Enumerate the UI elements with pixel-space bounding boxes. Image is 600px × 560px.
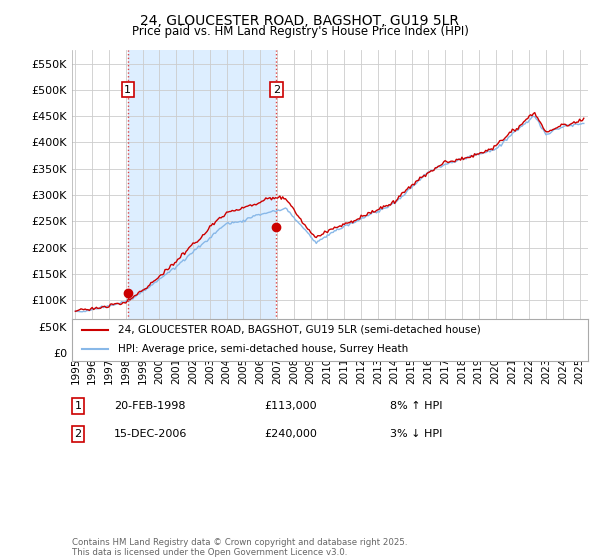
Text: £240,000: £240,000 [264, 429, 317, 439]
Text: 2: 2 [273, 85, 280, 95]
Text: 1: 1 [74, 401, 82, 411]
Text: 8% ↑ HPI: 8% ↑ HPI [390, 401, 443, 411]
Text: Contains HM Land Registry data © Crown copyright and database right 2025.
This d: Contains HM Land Registry data © Crown c… [72, 538, 407, 557]
Bar [128, 50, 277, 353]
Text: HPI: Average price, semi-detached house, Surrey Heath: HPI: Average price, semi-detached house,… [118, 344, 409, 353]
Text: £113,000: £113,000 [264, 401, 317, 411]
Text: 20-FEB-1998: 20-FEB-1998 [114, 401, 185, 411]
Text: 3% ↓ HPI: 3% ↓ HPI [390, 429, 442, 439]
Text: 15-DEC-2006: 15-DEC-2006 [114, 429, 187, 439]
Text: Price paid vs. HM Land Registry's House Price Index (HPI): Price paid vs. HM Land Registry's House … [131, 25, 469, 38]
Text: 24, GLOUCESTER ROAD, BAGSHOT, GU19 5LR: 24, GLOUCESTER ROAD, BAGSHOT, GU19 5LR [140, 14, 460, 28]
Text: 2: 2 [74, 429, 82, 439]
Text: 24, GLOUCESTER ROAD, BAGSHOT, GU19 5LR (semi-detached house): 24, GLOUCESTER ROAD, BAGSHOT, GU19 5LR (… [118, 325, 481, 335]
Text: 1: 1 [124, 85, 131, 95]
